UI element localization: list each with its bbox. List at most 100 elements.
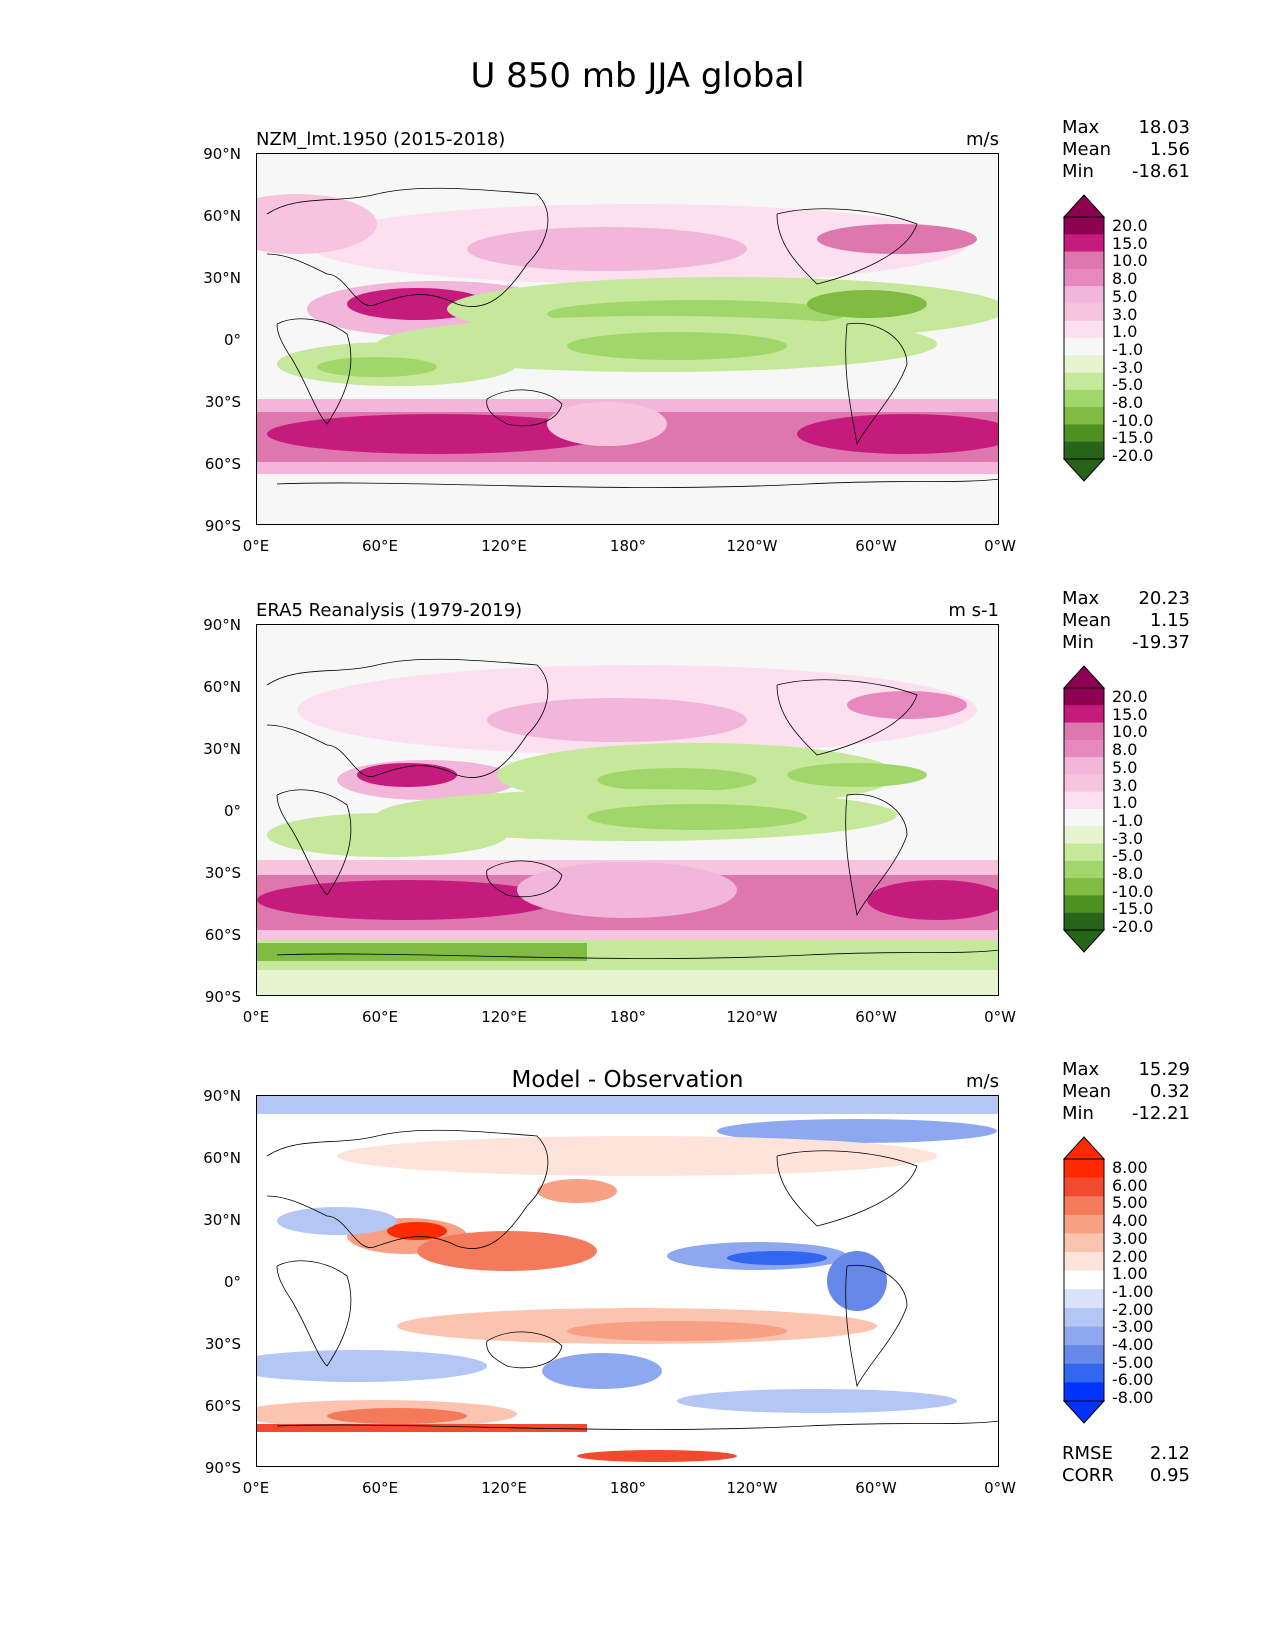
x-tick-label: 0°W — [984, 1479, 1016, 1497]
panel-title: ERA5 Reanalysis (1979-2019) — [256, 600, 523, 621]
colorbar-segment — [1064, 407, 1104, 425]
x-tick-label: 180° — [609, 537, 647, 555]
colorbar-tick-label: -1.0 — [1112, 339, 1144, 359]
colorbar-segment — [1064, 722, 1104, 741]
colorbar-segment — [1064, 860, 1104, 879]
colorbar-segment — [1064, 1196, 1104, 1216]
y-tick-label: 90°N — [203, 1087, 241, 1105]
colorbar-segment — [1064, 826, 1104, 845]
colorbar-tick-label: 5.00 — [1112, 1193, 1148, 1213]
colorbar-tick-label: 20.0 — [1112, 687, 1148, 706]
y-tick-label: 30°S — [204, 864, 241, 882]
colorbar-segment — [1064, 424, 1104, 443]
stat-label: Max — [1062, 117, 1100, 138]
colorbar-segment — [1064, 739, 1104, 758]
colorbar-tick-label: -10.0 — [1112, 881, 1154, 901]
colorbar-tick-label: 10.0 — [1112, 251, 1148, 271]
colorbar-tick-label: -1.0 — [1112, 810, 1144, 830]
metric-label: RMSE — [1062, 1443, 1113, 1464]
stat-mean: 1.15 — [1149, 610, 1190, 631]
colorbar-arrow-bottom — [1062, 1400, 1106, 1424]
colorbar-arrow-bottom — [1062, 929, 1106, 953]
colorbar-segment — [1064, 1326, 1104, 1346]
colorbar-tick-label: 3.0 — [1112, 304, 1138, 324]
colorbar-tick-label: 5.0 — [1112, 757, 1138, 777]
colorbar-tick-label: 1.0 — [1112, 322, 1138, 342]
metric-rmse: 2.12 — [1149, 1443, 1190, 1464]
colorbar-tick-label: 3.00 — [1112, 1228, 1148, 1248]
stat-min: -12.21 — [1131, 1103, 1190, 1124]
colorbar-tick-label: 2.00 — [1112, 1246, 1148, 1266]
x-tick-label: 180° — [609, 1479, 647, 1497]
colorbar-segment — [1064, 1252, 1104, 1272]
colorbar-labels: 20.0 15.0 10.0 8.0 5.0 3.0 1.0 -1.0 -3.0 -5.0 -8.0… — [1112, 688, 1153, 936]
colorbar-tick-label: 10.0 — [1112, 722, 1148, 742]
stat-max: 15.29 — [1138, 1059, 1190, 1080]
colorbar-segment — [1064, 895, 1104, 914]
y-tick-label: 90°S — [204, 988, 241, 1006]
y-tick-label: 60°S — [204, 926, 241, 944]
colorbar-segment — [1064, 251, 1104, 270]
colorbar-tick-label: 1.0 — [1112, 793, 1138, 813]
colorbar-tick-label: 15.0 — [1112, 704, 1148, 724]
colorbar-labels: 20.0 15.0 10.0 8.0 5.0 3.0 1.0 -1.0 -3.0 -5.0 -8.0… — [1112, 217, 1153, 465]
y-tick-label: 30°S — [204, 393, 241, 411]
x-tick-label: 120°W — [726, 1008, 778, 1026]
panel-units: m/s — [966, 129, 999, 150]
y-tick-label: 30°N — [203, 1211, 241, 1229]
colorbar-tick-label: -8.0 — [1112, 864, 1144, 884]
stat-min: -18.61 — [1131, 161, 1190, 182]
colorbar-arrow-top — [1062, 194, 1106, 218]
heatmap-field — [257, 154, 998, 524]
colorbar-arrow-bottom — [1062, 458, 1106, 482]
metrics-box: RMSE 2.12 CORR 0.95 — [1062, 1443, 1190, 1487]
colorbar-segment — [1064, 1159, 1104, 1179]
colorbar-tick-label: 3.0 — [1112, 775, 1138, 795]
x-tick-label: 120°W — [726, 537, 778, 555]
x-tick-label: 0°E — [242, 1008, 270, 1026]
colorbar-arrow-top — [1062, 665, 1106, 689]
stats-box: Max 18.03 Mean 1.56 Min -18.61 — [1062, 117, 1190, 183]
x-tick-label: 60°W — [855, 537, 897, 555]
colorbar-segment — [1064, 688, 1104, 706]
colorbar-tick-label: 20.0 — [1112, 216, 1148, 235]
x-tick-label: 0°W — [984, 1008, 1016, 1026]
colorbar-tick-label: -20.0 — [1112, 446, 1154, 466]
colorbar-tick-label: -15.0 — [1112, 428, 1154, 448]
x-tick-label: 180° — [609, 1008, 647, 1026]
metric-label: CORR — [1062, 1465, 1114, 1486]
colorbar-tick-label: -5.0 — [1112, 375, 1144, 395]
colorbar-segment — [1064, 1307, 1104, 1328]
y-tick-label: 90°N — [203, 145, 241, 163]
colorbar-tick-label: -8.00 — [1112, 1388, 1154, 1408]
colorbar-tick-label: 8.0 — [1112, 740, 1138, 760]
panel-model: NZM_lmt.1950 (2015-2018) m/s — [0, 117, 1275, 593]
colorbar-tick-label: -4.00 — [1112, 1335, 1154, 1355]
colorbar-segment — [1064, 1345, 1104, 1365]
colorbar-segment — [1064, 791, 1104, 810]
colorbar-segment — [1064, 217, 1104, 235]
colorbar-segment — [1064, 303, 1104, 322]
stats-box: Max 15.29 Mean 0.32 Min -12.21 — [1062, 1059, 1190, 1125]
x-tick-label: 60°E — [361, 1008, 399, 1026]
y-tick-label: 0° — [223, 1273, 241, 1291]
colorbar-tick-label: -6.00 — [1112, 1370, 1154, 1390]
colorbar-segment — [1064, 1214, 1104, 1234]
panel-difference: Model - Observation m/s — [0, 1059, 1275, 1535]
x-tick-label: 120°E — [481, 1008, 527, 1026]
stat-label: Min — [1062, 632, 1094, 653]
y-tick-label: 90°S — [204, 1459, 241, 1477]
map-plot — [256, 1095, 999, 1467]
panel-units: m s-1 — [948, 600, 999, 621]
stat-min: -19.37 — [1131, 632, 1190, 653]
x-tick-label: 0°E — [242, 1479, 270, 1497]
stat-label: Max — [1062, 588, 1100, 609]
stat-label: Mean — [1062, 610, 1112, 631]
colorbar-tick-label: 15.0 — [1112, 233, 1148, 253]
colorbar-tick-label: -5.00 — [1112, 1352, 1154, 1372]
colorbar-segment — [1064, 441, 1104, 460]
y-tick-label: 60°N — [203, 1149, 241, 1167]
colorbar-segment — [1064, 809, 1104, 827]
y-tick-label: 90°S — [204, 517, 241, 535]
x-tick-label: 0°W — [984, 537, 1016, 555]
